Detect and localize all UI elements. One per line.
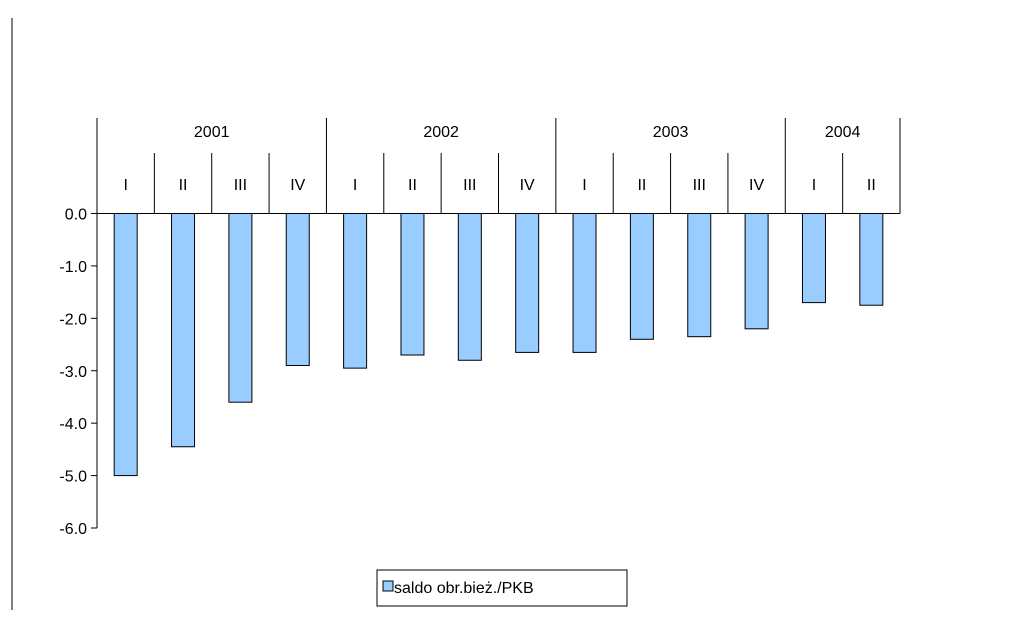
bar bbox=[572, 213, 597, 353]
bar bbox=[859, 213, 884, 306]
legend-label: saldo obr.bież./PKB bbox=[394, 580, 534, 597]
legend-box bbox=[376, 569, 628, 607]
year-label: 2003 bbox=[653, 124, 689, 141]
bar bbox=[629, 213, 654, 340]
quarter-label: IV bbox=[290, 177, 305, 194]
bar bbox=[687, 213, 712, 338]
y-tick-label: -6.0 bbox=[59, 521, 87, 538]
y-tick-label: -1.0 bbox=[59, 259, 87, 276]
quarter-label: IV bbox=[749, 177, 764, 194]
bar bbox=[744, 213, 769, 330]
legend-swatch bbox=[382, 580, 394, 592]
bar bbox=[285, 213, 310, 367]
quarter-label: I bbox=[812, 177, 816, 194]
bar bbox=[515, 213, 540, 353]
y-tick-label: -2.0 bbox=[59, 311, 87, 328]
quarter-label: III bbox=[693, 177, 706, 194]
quarter-label: II bbox=[637, 177, 646, 194]
y-tick-label: -3.0 bbox=[59, 364, 87, 381]
quarter-label: III bbox=[463, 177, 476, 194]
quarter-label: I bbox=[353, 177, 357, 194]
y-tick-label: 0.0 bbox=[65, 207, 87, 224]
legend: saldo obr.bież./PKB bbox=[376, 569, 628, 607]
quarter-label: I bbox=[582, 177, 586, 194]
bar bbox=[113, 213, 138, 477]
quarter-label: II bbox=[867, 177, 876, 194]
y-tick-label: -4.0 bbox=[59, 416, 87, 433]
quarter-label: II bbox=[179, 177, 188, 194]
bar bbox=[228, 213, 253, 403]
bar bbox=[457, 213, 482, 361]
year-label: 2004 bbox=[825, 124, 861, 141]
quarter-label: IV bbox=[520, 177, 535, 194]
y-tick-label: -5.0 bbox=[59, 469, 87, 486]
bar bbox=[400, 213, 425, 356]
bar bbox=[801, 213, 826, 304]
year-label: 2002 bbox=[423, 124, 459, 141]
quarter-label: III bbox=[234, 177, 247, 194]
plot-area: 0.0 -1.0 -2.0 -3.0 -4.0 -5.0 -6.0 2001 2002 2003 2… bbox=[59, 118, 901, 538]
quarter-label: II bbox=[408, 177, 417, 194]
bar bbox=[171, 213, 196, 448]
year-label: 2001 bbox=[194, 124, 230, 141]
quarter-label: I bbox=[123, 177, 127, 194]
bar bbox=[343, 213, 368, 369]
